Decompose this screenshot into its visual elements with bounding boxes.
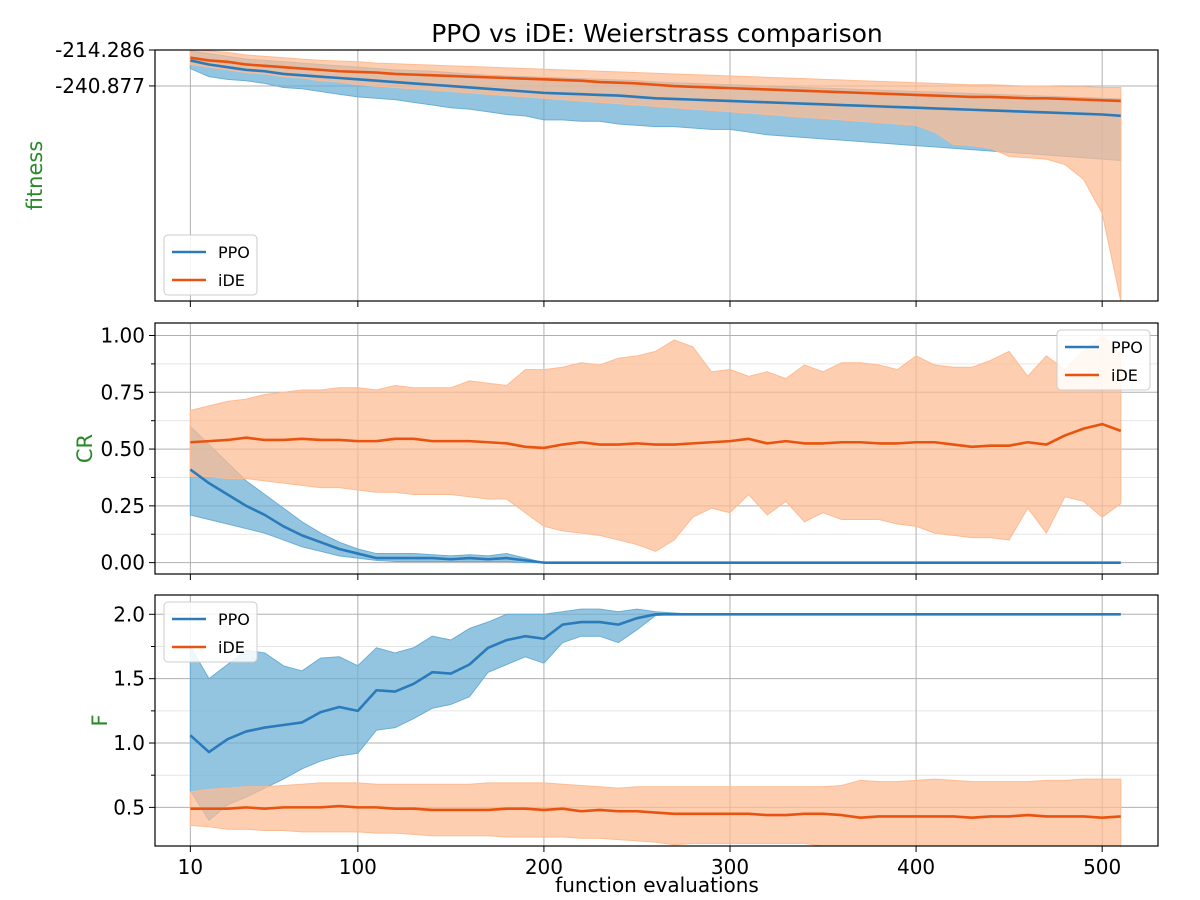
y-tick-label: 0.25 xyxy=(100,494,145,518)
legend: PPO iDE xyxy=(163,234,258,296)
y-tick-label: 0.50 xyxy=(100,437,145,461)
legend-label-ppo: PPO xyxy=(218,610,250,629)
x-tick-label: 10 xyxy=(178,855,203,879)
axes-frame xyxy=(154,322,1159,575)
y-axis-label: fitness xyxy=(23,141,47,211)
series-line-ppo xyxy=(189,468,1121,564)
legend-label-ide: iDE xyxy=(218,271,245,290)
series-line-ppo xyxy=(190,59,1121,118)
y-tick-label: 2.0 xyxy=(113,602,145,626)
x-tick-label: 200 xyxy=(525,855,563,879)
series-line-ide xyxy=(190,56,1121,103)
y-tick-label: 0.75 xyxy=(100,380,145,404)
plot-area xyxy=(189,334,1122,564)
legend-label-ide: iDE xyxy=(1111,366,1138,385)
x-tick-label: 100 xyxy=(339,855,377,879)
y-tick-label: 1.0 xyxy=(113,731,145,755)
x-tick-label: 500 xyxy=(1083,855,1121,879)
legend-label-ppo: PPO xyxy=(218,243,250,262)
legend: PPO iDE xyxy=(163,601,258,663)
x-tick-label: 400 xyxy=(897,855,935,879)
axes-frame xyxy=(154,49,1159,302)
axes-frame xyxy=(154,594,1159,847)
series-line-ide xyxy=(190,804,1121,819)
y-axis-label: F xyxy=(88,714,112,726)
series-line-ide xyxy=(190,422,1122,450)
panel-fitness: -214.286 -240.877 fitness PPO iDE xyxy=(23,38,1159,307)
y-axis-label: CR xyxy=(73,434,97,463)
y-tick-label: 0.5 xyxy=(113,795,145,819)
plot-area xyxy=(189,608,1122,846)
legend-label-ppo: PPO xyxy=(1111,338,1143,357)
y-tick-label: 0.00 xyxy=(100,551,145,575)
legend: PPO iDE xyxy=(1056,329,1151,391)
y-tick-label: -214.286 xyxy=(55,38,145,62)
y-tick-label: 1.00 xyxy=(100,323,145,347)
y-tick-label: 1.5 xyxy=(113,667,145,691)
panel-cr: 0.00 0.25 0.50 0.75 1.00 CR PPO iDE xyxy=(73,322,1159,580)
legend-label-ide: iDE xyxy=(218,638,245,657)
x-axis-label: function evaluations xyxy=(555,873,759,897)
series-line-ppo xyxy=(189,613,1121,754)
band-ide xyxy=(189,50,1122,301)
x-tick-label: 300 xyxy=(711,855,749,879)
panel-f: 10 100 200 300 400 500 0.5 1.0 1.5 2.0 F PPO iDE xyxy=(88,594,1159,879)
plot-area xyxy=(189,50,1122,301)
figure-title: PPO vs iDE: Weierstrass comparison xyxy=(431,19,883,48)
y-tick-label: -240.877 xyxy=(55,74,145,98)
chart-panels: -214.286 -240.877 fitness PPO iDE 0.00 0.25 0.5… xyxy=(23,38,1159,879)
